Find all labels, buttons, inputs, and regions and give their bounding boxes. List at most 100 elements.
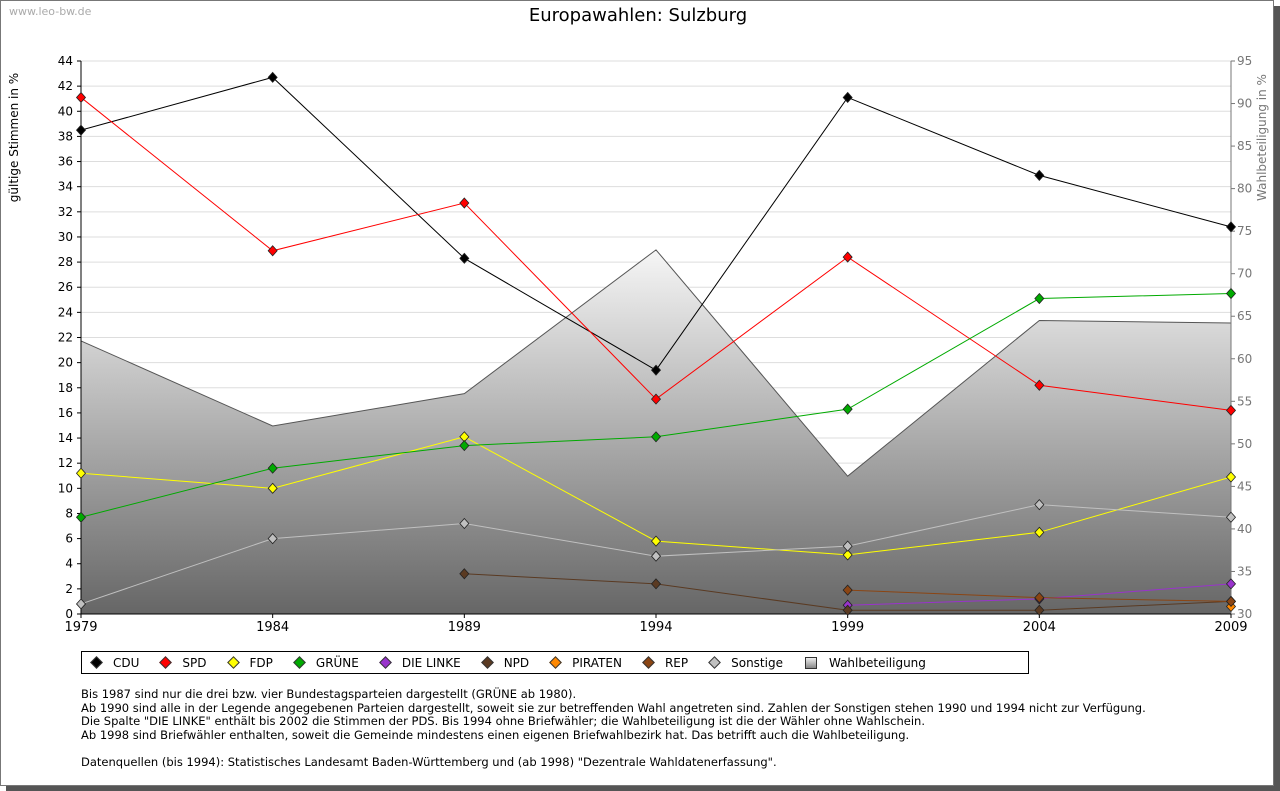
y2-tick-label: 90 <box>1237 97 1252 111</box>
data-point-npd <box>1034 604 1045 616</box>
data-point-fdp <box>1225 471 1237 483</box>
data-point-sonstige <box>459 517 470 530</box>
note-line: Bis 1987 sind nur die drei bzw. vier Bun… <box>81 687 577 701</box>
y-tick-label: 28 <box>58 255 73 269</box>
x-tick-label: 2004 <box>1023 620 1056 635</box>
legend-item: FDP <box>226 656 273 670</box>
data-point-sonstige <box>75 598 87 610</box>
data-point-rep <box>842 584 853 596</box>
y2-tick-label: 85 <box>1237 139 1252 153</box>
legend-label: CDU <box>113 655 140 670</box>
diamond-marker-icon <box>90 656 103 669</box>
data-point-rep <box>1034 592 1045 604</box>
y2-axis-label: Wahlbeteiligung in % <box>1255 74 1269 201</box>
diamond-marker-icon <box>159 656 173 669</box>
data-point-spd <box>75 91 87 104</box>
data-point-spd <box>842 251 853 263</box>
legend-item: Sonstige <box>708 655 783 670</box>
y-tick-label: 38 <box>58 129 73 143</box>
data-point-grüne <box>1225 287 1237 300</box>
x-tick-label: 1994 <box>639 620 672 635</box>
legend-item: CDU <box>90 655 140 670</box>
note-line <box>81 742 1146 756</box>
legend-label: SPD <box>182 655 207 670</box>
data-point-cdu <box>267 71 278 83</box>
data-point-cdu <box>75 124 87 136</box>
diamond-marker-icon <box>226 656 240 669</box>
diamond-marker-icon <box>708 656 721 669</box>
y2-tick-label: 75 <box>1237 224 1252 238</box>
legend-item: PIRATEN <box>549 655 622 670</box>
y-tick-label: 34 <box>58 180 73 194</box>
note-line: Ab 1998 sind Briefwähler enthalten, sowe… <box>81 727 910 742</box>
diamond-marker-icon <box>293 656 306 669</box>
data-point-sonstige <box>1225 511 1237 523</box>
y2-tick-label: 40 <box>1237 522 1252 536</box>
chart-title: Europawahlen: Sulzburg <box>528 5 748 26</box>
chart-svg: 0246810121416182022242628303234363840424… <box>7 54 1269 635</box>
legend-item: REP <box>642 655 689 670</box>
legend-item: NPD <box>480 656 529 670</box>
data-point-grüne <box>650 431 662 443</box>
data-point-sonstige <box>267 532 278 545</box>
legend-item: DIE LINKE <box>379 655 461 670</box>
note-line: Die Spalte "DIE LINKE" enthält bis 2002 … <box>81 714 925 728</box>
y-tick-label: 36 <box>58 155 73 169</box>
x-tick-label: 1979 <box>64 620 97 635</box>
data-point-npd <box>842 604 853 616</box>
y2-tick-label: 45 <box>1237 479 1252 493</box>
y2-tick-label: 30 <box>1237 607 1252 621</box>
y2-tick-label: 60 <box>1237 352 1252 366</box>
y-tick-label: 6 <box>65 532 73 546</box>
y-axis-label: gültige Stimmen in % <box>7 73 21 202</box>
data-point-grüne <box>842 403 853 415</box>
y2-tick-label: 80 <box>1237 182 1252 196</box>
y-tick-label: 8 <box>65 506 73 520</box>
y-tick-label: 22 <box>58 331 73 345</box>
watermark: www.leo-bw.de <box>9 5 92 18</box>
data-point-spd <box>459 197 470 209</box>
y2-tick-label: 65 <box>1237 309 1252 323</box>
y2-tick-label: 55 <box>1237 394 1252 408</box>
data-point-fdp <box>842 549 853 561</box>
y2-tick-label: 70 <box>1237 267 1252 281</box>
y-tick-label: 16 <box>58 406 73 420</box>
data-point-die-linke <box>1225 578 1237 590</box>
data-point-cdu <box>459 252 470 264</box>
legend-item: GRÜNE <box>293 655 359 670</box>
data-point-cdu <box>1225 221 1237 233</box>
y-tick-label: 30 <box>58 230 73 244</box>
data-point-spd <box>267 245 278 257</box>
y2-tick-label: 35 <box>1237 564 1252 578</box>
data-point-grüne <box>267 462 278 474</box>
data-point-sonstige <box>1034 499 1045 511</box>
diamond-marker-icon <box>642 656 655 669</box>
data-point-sonstige <box>650 550 662 562</box>
data-point-fdp <box>650 535 662 547</box>
legend-label: Sonstige <box>731 655 783 670</box>
data-point-spd <box>650 393 662 405</box>
legend-label: PIRATEN <box>572 655 622 670</box>
y-tick-label: 2 <box>65 582 73 596</box>
legend-item: Wahlbeteiligung <box>804 656 926 670</box>
y-tick-label: 12 <box>58 456 73 470</box>
data-point-fdp <box>267 482 278 494</box>
legend-label: DIE LINKE <box>401 655 461 670</box>
x-tick-label: 1984 <box>256 620 289 635</box>
data-point-npd <box>650 578 662 590</box>
x-tick-label: 1989 <box>448 620 481 635</box>
x-tick-label: 2009 <box>1214 620 1247 635</box>
notes: Bis 1987 sind nur die drei bzw. vier Bun… <box>81 687 1146 769</box>
y2-tick-label: 50 <box>1237 437 1252 451</box>
data-point-spd <box>1225 404 1237 416</box>
data-point-sonstige <box>842 540 853 552</box>
y-tick-label: 32 <box>58 205 73 219</box>
y-tick-label: 14 <box>58 431 73 445</box>
note-line: Ab 1990 sind alle in der Legende angegeb… <box>81 700 1146 715</box>
y2-tick-label: 95 <box>1237 54 1252 68</box>
data-point-cdu <box>1034 169 1045 181</box>
turnout-line <box>80 249 1232 477</box>
legend-label: REP <box>664 655 689 670</box>
x-tick-label: 1999 <box>831 620 864 635</box>
legend-label: GRÜNE <box>315 655 359 670</box>
